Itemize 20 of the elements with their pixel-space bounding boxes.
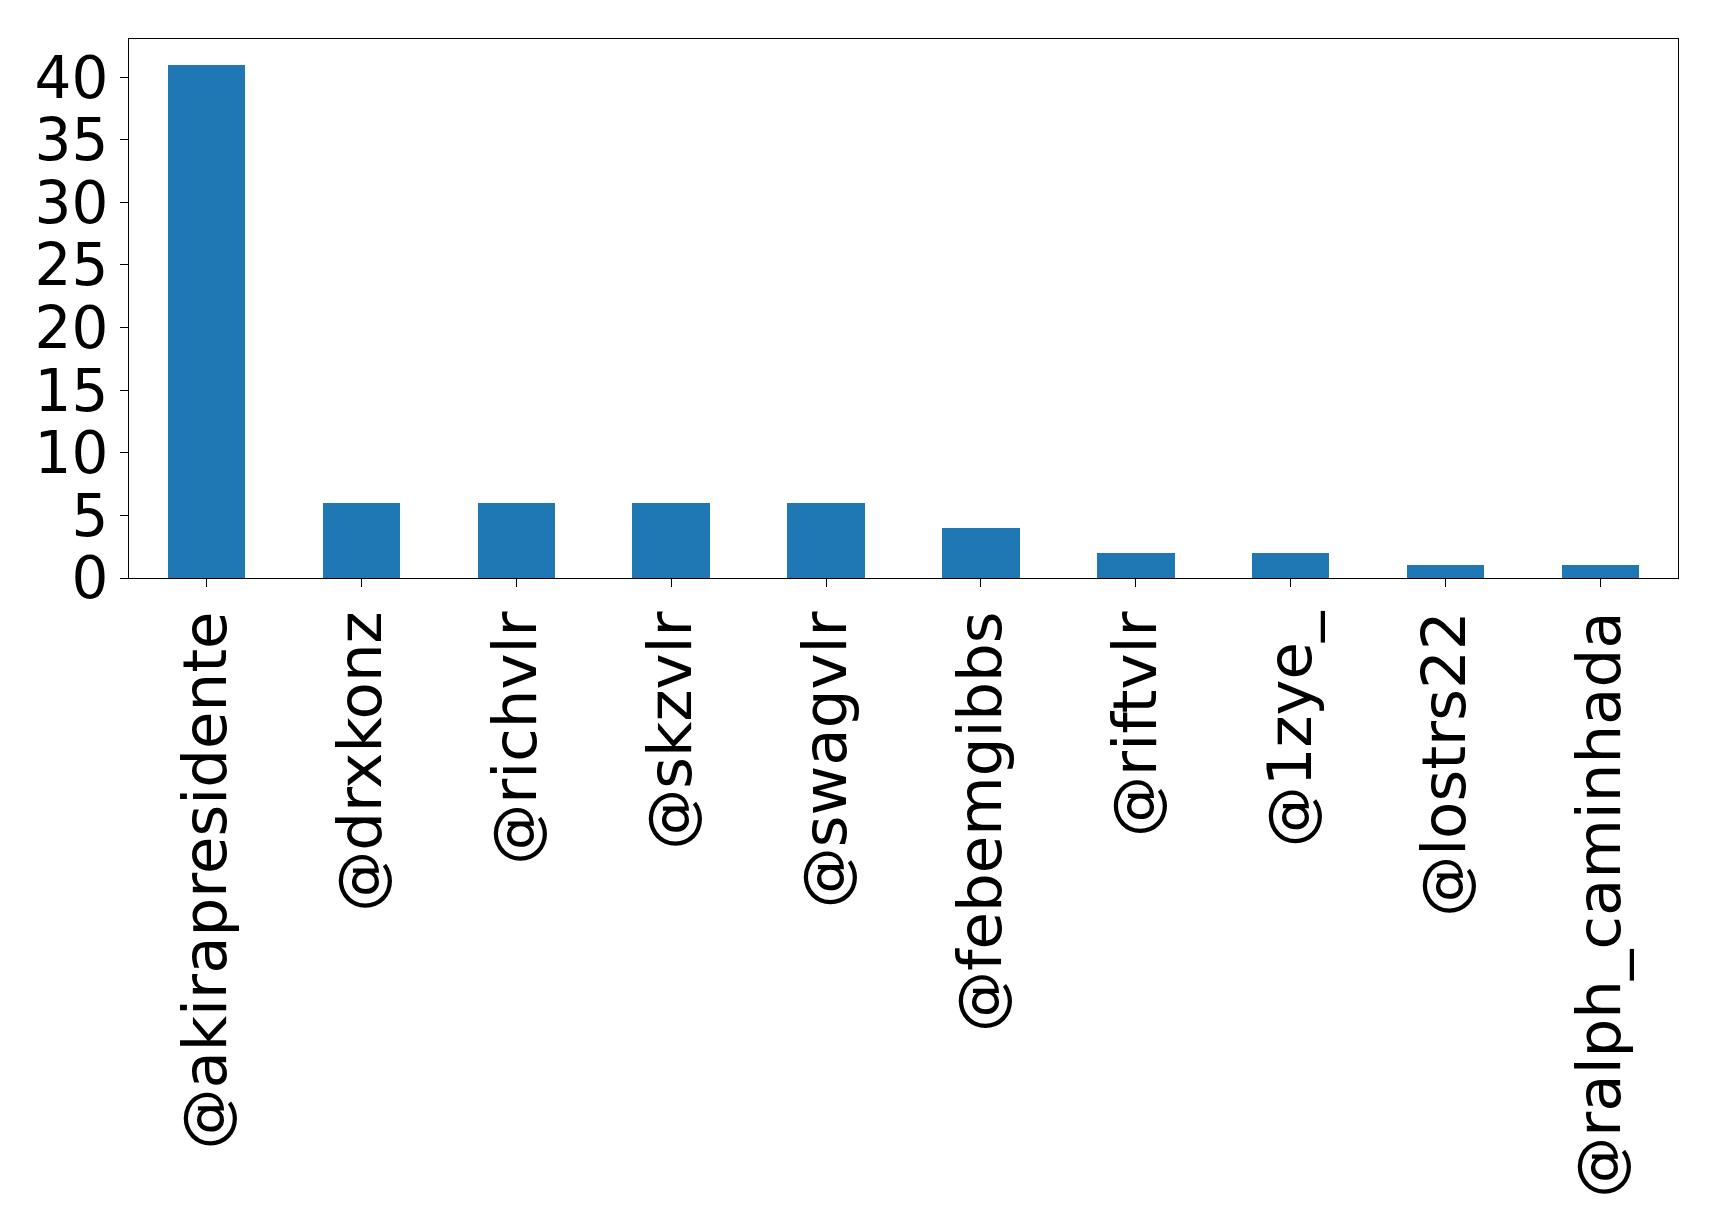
x-tick-label: @riftvlr — [1098, 610, 1170, 837]
x-tick-label: @febemgibbs — [943, 611, 1015, 1032]
bar — [1252, 553, 1329, 578]
x-tick-label: @swagvlr — [788, 610, 860, 909]
x-tick-label: @1zye_ — [1253, 609, 1325, 848]
x-tick-label: @akirapresidente — [169, 611, 241, 1150]
bar — [1562, 565, 1639, 578]
bar — [478, 503, 555, 578]
x-tick-label: @lostrs22 — [1408, 611, 1480, 917]
x-tick-label: @skzvlr — [633, 610, 705, 850]
bar — [632, 503, 710, 578]
bar — [323, 503, 400, 578]
bar — [1407, 565, 1484, 578]
bar — [1097, 553, 1175, 578]
x-tick-label: @drxkonz — [324, 611, 396, 912]
x-tick-label: @ralph_caminhada — [1563, 611, 1635, 1198]
bar — [942, 528, 1020, 578]
x-tick-label: @richvlr — [479, 610, 551, 865]
bar — [787, 503, 865, 578]
bar — [168, 65, 245, 578]
